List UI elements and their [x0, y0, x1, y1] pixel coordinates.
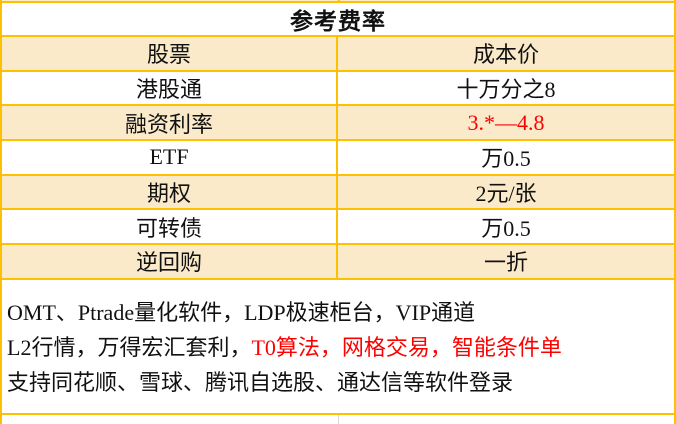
row-label-cell: 股票	[2, 37, 338, 70]
row-label-cell: 可转债	[2, 210, 338, 244]
notes-block: OMT、Ptrade量化软件，LDP极速柜台，VIP通道 L2行情，万得宏汇套利…	[2, 279, 674, 415]
clipped-row-above	[2, 0, 674, 3]
notes-line-2-highlight: T0算法，网格交易，智能条件单	[251, 334, 562, 360]
table-row: 股票 成本价	[2, 37, 674, 72]
table-row: 逆回购 一折	[2, 245, 674, 280]
row-label-cell: ETF	[2, 141, 338, 174]
table-row: 可转债 万0.5	[2, 210, 674, 246]
table-row: 港股通 十万分之8	[2, 71, 674, 107]
row-label-cell: 港股通	[2, 71, 338, 105]
table-row: 期权 2元/张	[2, 175, 674, 211]
row-value-cell: 2元/张	[475, 181, 537, 207]
table-title-row: 参考费率	[2, 3, 674, 37]
notes-line-1: OMT、Ptrade量化软件，LDP极速柜台，VIP通道	[7, 299, 476, 325]
table-row: ETF 万0.5	[2, 141, 674, 176]
page-title: 参考费率	[290, 9, 386, 34]
row-value-cell: 万0.5	[481, 215, 531, 241]
table-row: 融资利率 3.*—4.8	[2, 106, 674, 142]
row-value-cell: 成本价	[472, 42, 539, 68]
notes-line-2: L2行情，万得宏汇套利，T0算法，网格交易，智能条件单	[7, 334, 562, 360]
row-value-cell: 十万分之8	[456, 77, 556, 103]
column-divider-line	[338, 0, 340, 1]
column-divider-line	[338, 414, 339, 424]
notes-line-3: 支持同花顺、雪球、腾讯自选股、通达信等软件登录	[7, 369, 514, 395]
row-label-cell: 融资利率	[2, 106, 338, 140]
row-label-cell: 期权	[2, 175, 338, 209]
row-value-cell: 一折	[483, 250, 528, 276]
row-value-cell: 3.*—4.8	[467, 109, 545, 135]
row-value-cell: 万0.5	[481, 146, 531, 172]
clipped-row-below	[2, 414, 674, 424]
row-label-cell: 逆回购	[2, 245, 338, 278]
